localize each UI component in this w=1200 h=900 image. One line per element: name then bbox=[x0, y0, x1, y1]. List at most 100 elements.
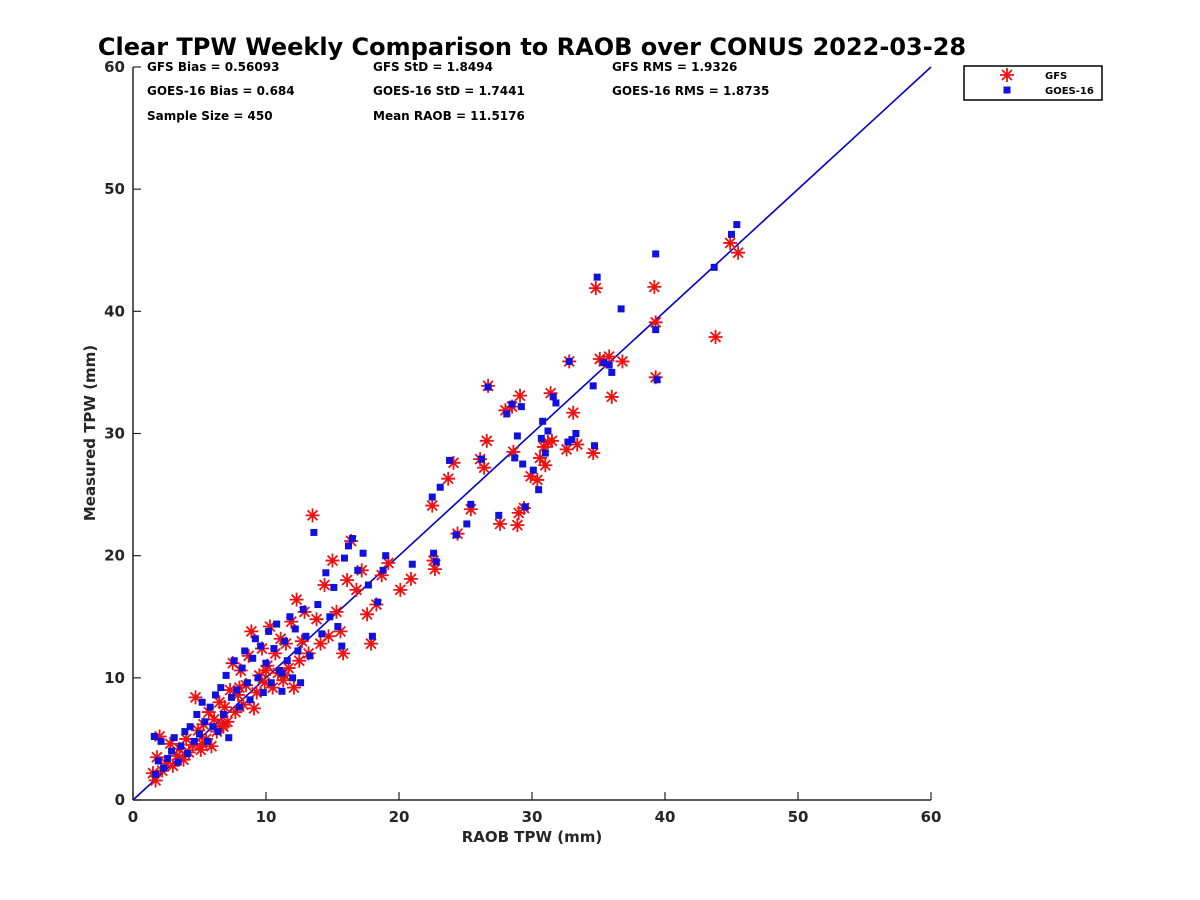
gfs-point bbox=[207, 712, 222, 727]
goes-16-point bbox=[572, 430, 580, 437]
goes-16-point bbox=[519, 460, 527, 468]
goes-16-point bbox=[322, 569, 330, 577]
gfs-point bbox=[188, 690, 203, 705]
legend-gfs-label: GFS bbox=[1045, 71, 1067, 82]
goes-16-point bbox=[251, 635, 259, 643]
goes-rms-stat: GOES-16 RMS = 1.8735 bbox=[612, 84, 769, 98]
gfs-point bbox=[523, 469, 538, 484]
goes-16-point bbox=[259, 688, 267, 696]
goes-16-point bbox=[233, 686, 241, 694]
gfs-point bbox=[441, 471, 456, 486]
gfs-point bbox=[257, 675, 272, 690]
gfs-point bbox=[313, 636, 328, 651]
goes-16-point bbox=[408, 560, 416, 568]
goes-16-point bbox=[513, 432, 521, 440]
gfs-point bbox=[212, 695, 227, 710]
gfs-point bbox=[463, 502, 478, 517]
gfs-point bbox=[223, 683, 238, 698]
goes-16-point bbox=[379, 566, 387, 574]
goes-16-point bbox=[154, 757, 162, 765]
legend-gfs-asterisk bbox=[1000, 68, 1014, 82]
goes-16-point bbox=[326, 613, 334, 621]
goes-16-point bbox=[214, 728, 222, 736]
gfs-point bbox=[479, 433, 494, 448]
goes-16-point bbox=[484, 383, 492, 391]
gfs-point bbox=[176, 752, 191, 767]
gfs-point bbox=[511, 505, 526, 520]
goes-16-point bbox=[283, 657, 291, 665]
gfs-point bbox=[513, 388, 528, 403]
goes-16-point bbox=[653, 376, 661, 384]
gfs-point bbox=[329, 604, 344, 619]
goes-16-point bbox=[605, 361, 613, 369]
goes-16-point bbox=[568, 436, 576, 444]
gfs-point bbox=[360, 607, 375, 622]
goes-16-point bbox=[225, 734, 233, 742]
gfs-point bbox=[321, 629, 336, 644]
goes-16-point bbox=[294, 647, 302, 655]
gfs-point bbox=[586, 446, 601, 461]
y-tick-label: 60 bbox=[104, 58, 125, 76]
goes-16-point bbox=[348, 535, 356, 543]
gfs-point bbox=[604, 389, 619, 404]
gfs-point bbox=[325, 553, 340, 568]
gfs-point bbox=[228, 705, 243, 720]
goes-16-point bbox=[374, 598, 382, 606]
goes-16-point bbox=[310, 528, 318, 536]
goes-16-point bbox=[503, 410, 511, 418]
identity-line-layer bbox=[132, 66, 932, 801]
gfs-point bbox=[217, 700, 232, 715]
x-tick-label: 20 bbox=[389, 808, 410, 826]
goes-16-point bbox=[467, 500, 475, 508]
gfs-point bbox=[364, 636, 379, 651]
gfs-point bbox=[615, 354, 630, 369]
y-tick-label: 40 bbox=[104, 302, 125, 320]
goes-16-point bbox=[364, 581, 372, 589]
goes-16-point bbox=[254, 674, 262, 682]
goes-16-point bbox=[368, 632, 376, 640]
gfs-point bbox=[731, 245, 746, 260]
y-tick-label: 20 bbox=[104, 547, 125, 565]
goes-16-point bbox=[174, 758, 182, 766]
x-tick-label: 50 bbox=[788, 808, 809, 826]
goes-16-point bbox=[330, 583, 338, 591]
x-tick-label: 10 bbox=[256, 808, 277, 826]
y-tick-label: 0 bbox=[115, 791, 125, 809]
legend-goes-label: GOES-16 bbox=[1045, 86, 1094, 97]
gfs-point bbox=[191, 723, 206, 738]
gfs-point bbox=[165, 758, 180, 773]
axes: 0 10 20 30 40 50 60 0 10 20 30 40 50 60 bbox=[104, 58, 941, 826]
gfs-point bbox=[201, 705, 216, 720]
legend: GFS GOES-16 bbox=[963, 65, 1103, 101]
gfs-point bbox=[179, 731, 194, 746]
goes-16-point bbox=[190, 737, 198, 745]
goes-16-point bbox=[181, 728, 189, 736]
gfs-point bbox=[708, 329, 723, 344]
goes-16-point bbox=[314, 601, 322, 609]
goes-16-point bbox=[508, 400, 516, 408]
gfs-point bbox=[149, 750, 164, 765]
goes-16-point bbox=[600, 359, 608, 367]
gfs-point bbox=[544, 433, 559, 448]
goes-16-point bbox=[243, 679, 251, 687]
goes-bias-stat: GOES-16 Bias = 0.684 bbox=[147, 84, 295, 98]
goes-16-point bbox=[265, 627, 273, 635]
goes-16-point bbox=[150, 732, 158, 740]
goes-16-point bbox=[544, 427, 552, 435]
goes-16-point bbox=[432, 558, 440, 566]
goes-16-point bbox=[246, 696, 254, 704]
gfs-point bbox=[540, 435, 555, 450]
goes-16-point bbox=[430, 549, 438, 557]
goes-16-point bbox=[318, 630, 326, 638]
goes-16-point bbox=[184, 750, 192, 758]
gfs-point bbox=[592, 351, 607, 366]
gfs-point bbox=[340, 573, 355, 588]
series-goes-16 bbox=[150, 221, 741, 778]
gfs-point bbox=[333, 624, 348, 639]
gfs-point bbox=[543, 386, 558, 401]
goes-16-point bbox=[193, 710, 201, 718]
gfs-point bbox=[276, 673, 291, 688]
stats-block: GFS Bias = 0.56093 GOES-16 Bias = 0.684 … bbox=[147, 60, 769, 123]
gfs-point bbox=[510, 518, 525, 533]
